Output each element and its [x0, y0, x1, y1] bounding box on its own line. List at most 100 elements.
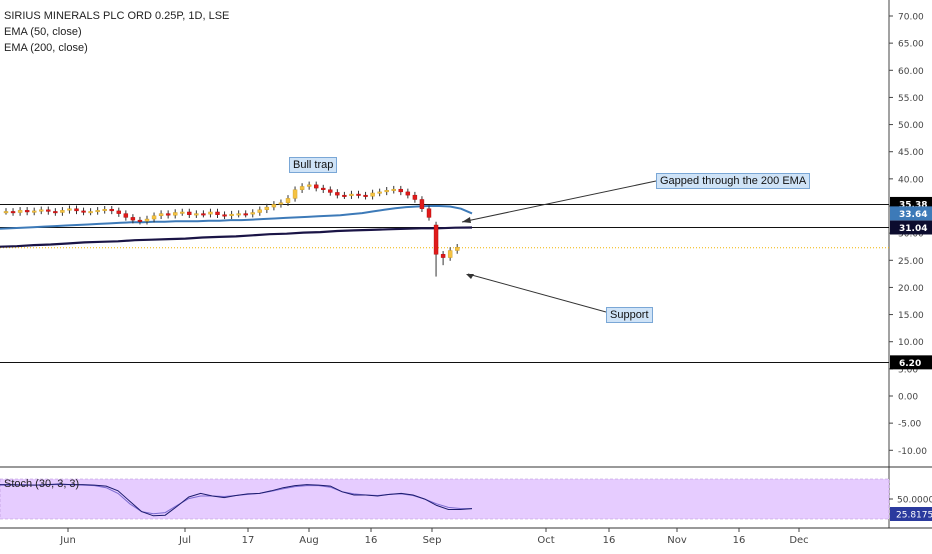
price-tick-label: 45.00 [898, 148, 924, 158]
candle-body [17, 210, 23, 213]
candle-body [88, 211, 93, 214]
time-tick-label: Nov [667, 535, 687, 546]
price-tick-label: -10.00 [898, 447, 927, 457]
time-tick-label: 16 [733, 535, 746, 546]
candle-body [349, 193, 354, 196]
candle-body [299, 186, 305, 190]
candle-body [187, 211, 192, 215]
time-tick-label: Dec [789, 535, 808, 546]
time-tick-label: Aug [299, 535, 319, 546]
candle-body [271, 204, 277, 208]
candle-body [250, 212, 255, 215]
ema200-legend: EMA (200, close) [4, 42, 88, 54]
candle-body [370, 192, 375, 197]
price-tick-label: 40.00 [898, 175, 924, 185]
candle-body [81, 210, 86, 213]
candle-body [455, 247, 460, 251]
price-tick-label: 20.00 [898, 284, 924, 294]
gap-arrow [461, 180, 657, 223]
price-tick-label: 0.00 [898, 393, 918, 403]
candle-body [158, 213, 164, 216]
stoch-k-line [0, 483, 473, 517]
candle-body [151, 215, 157, 220]
candle-body [165, 213, 171, 216]
candle-body [95, 210, 100, 213]
candle-body [222, 214, 227, 217]
candle-body [67, 208, 72, 211]
price-tick-label: -5.00 [898, 420, 922, 430]
stoch-value-text: 25.8175 [896, 511, 932, 521]
candle-body [74, 208, 79, 212]
stoch-band [0, 478, 890, 520]
candle-body [180, 211, 185, 214]
candle-body [447, 250, 453, 258]
ema50-line [0, 205, 473, 230]
price-tick-label: 60.00 [898, 67, 924, 77]
candle-body [194, 213, 199, 216]
candle-body [236, 213, 241, 216]
symbol-title: SIRIUS MINERALS PLC ORD 0.25P, 1D, LSE [4, 10, 230, 22]
candle-body [32, 210, 37, 213]
support-arrowhead [466, 274, 474, 279]
candle-body [426, 208, 432, 218]
candle-body [412, 194, 418, 200]
candle-body [39, 209, 44, 212]
candle-body [3, 211, 9, 214]
candle-body [292, 189, 298, 199]
candle-body [46, 209, 51, 212]
candle-body [102, 209, 107, 211]
price-label-box [890, 220, 932, 235]
price-label-box [890, 355, 932, 370]
candle-body [116, 210, 122, 214]
time-tick-label: Jul [178, 535, 191, 546]
candle-body [419, 199, 425, 209]
candle-body [10, 211, 16, 214]
stoch-legend: Stoch (30, 3, 3) [4, 478, 80, 490]
time-tick-label: Sep [423, 535, 442, 546]
candle-body [201, 213, 206, 216]
candle-body [314, 184, 319, 189]
candle-body [123, 213, 129, 218]
price-tick-label: 50.00 [898, 121, 924, 131]
ema50-legend: EMA (50, close) [4, 26, 82, 38]
candle-body [264, 206, 270, 210]
time-tick-label: 17 [242, 535, 255, 546]
candle-body [257, 209, 262, 213]
bull-trap-note[interactable]: Bull trap [289, 157, 338, 173]
time-tick-label: 16 [365, 535, 378, 546]
price-tick-label: 10.00 [898, 338, 924, 348]
price-label-text: 6.20 [899, 359, 921, 369]
candle-body [384, 190, 389, 193]
candle-body [172, 212, 178, 216]
candle-body [109, 209, 114, 212]
candle-body [24, 210, 30, 213]
price-label-box [890, 206, 932, 221]
stoch-tick-label: 50.0000 [897, 496, 932, 506]
candle-body [321, 187, 326, 190]
candle-body [363, 194, 368, 197]
support-note[interactable]: Support [606, 307, 653, 323]
stoch-value-box [890, 507, 932, 521]
candle-body [144, 218, 150, 222]
gap-note[interactable]: Gapped through the 200 EMA [656, 173, 811, 189]
price-tick-label: 30.00 [898, 230, 924, 240]
candle-body [229, 213, 234, 216]
candle-body [285, 198, 291, 203]
candle-body [405, 191, 411, 196]
candle-body [356, 193, 361, 196]
time-tick-label: 16 [603, 535, 616, 546]
candle-body [208, 211, 213, 215]
ema200-line [0, 226, 473, 248]
price-label-text: 35.38 [899, 200, 927, 210]
price-label-text: 33.64 [899, 210, 927, 220]
candle-body [278, 202, 284, 205]
candle-body [377, 191, 382, 194]
candle-body [335, 192, 340, 196]
price-tick-label: 5.00 [898, 365, 918, 375]
candle-body [433, 224, 439, 255]
price-label-text: 31.04 [899, 224, 927, 234]
candle-body [137, 219, 143, 222]
price-tick-label: 25.00 [898, 257, 924, 267]
